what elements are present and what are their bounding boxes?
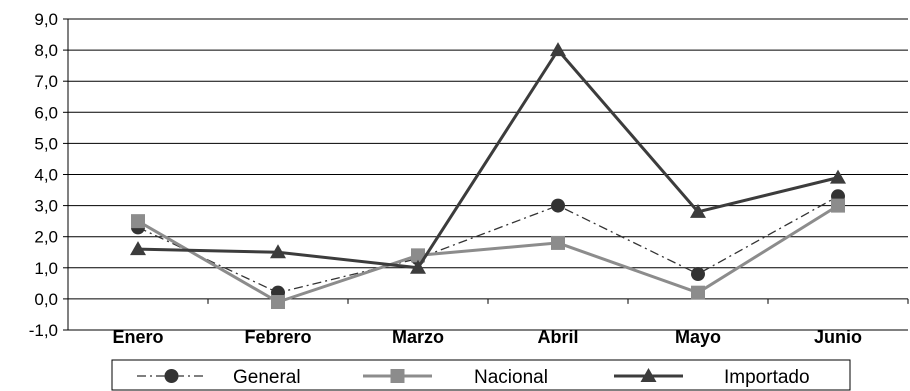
point-importado [410,259,426,274]
y-tick-label: 0,0 [34,290,58,309]
y-tick-label: 8,0 [34,41,58,60]
point-importado [830,169,846,184]
y-tick-label: 4,0 [34,166,58,185]
point-importado [130,241,146,256]
point-importado [690,203,706,218]
point-nacional [551,235,565,250]
point-nacional [271,295,285,310]
y-tick-label: -1,0 [29,321,58,340]
legend-marker-nacional [390,369,405,383]
legend-marker-importado [640,368,657,382]
legend-label-general: General [233,367,301,388]
point-general [551,198,565,213]
y-tick-label: 6,0 [34,103,58,122]
legend: General Nacional Importado [111,359,851,391]
point-nacional [691,285,705,300]
y-tick-label: 5,0 [34,134,58,153]
series-group [130,42,846,310]
point-importado [270,244,286,259]
y-tick-label: 3,0 [34,197,58,216]
point-nacional [411,248,425,263]
y-tick-label: 1,0 [34,259,58,278]
point-nacional [831,198,845,213]
x-tick-label: Mayo [675,327,721,347]
x-tick-label: Abril [537,327,578,347]
point-importado [550,42,566,57]
x-tick-label: Enero [112,327,163,347]
legend-label-nacional: Nacional [474,367,548,388]
x-tick-label: Marzo [392,327,444,347]
grid-lines [63,18,909,331]
series-line-importado [137,47,839,270]
legend-marker-general [164,369,179,383]
point-nacional [131,214,145,229]
legend-box [111,359,851,391]
x-tick-label: Febrero [244,327,311,347]
series-line-general [137,195,839,294]
y-tick-label: 7,0 [34,72,58,91]
series-line-nacional [137,204,839,304]
y-tick-label: 9,0 [34,10,58,29]
x-axis-ticks: Enero Febrero Marzo Abril Mayo Junio [112,327,862,347]
y-tick-label: 2,0 [34,228,58,247]
point-general [691,267,705,282]
legend-label-importado: Importado [724,367,810,388]
y-axis-ticks: -1,0 0,0 1,0 2,0 3,0 4,0 5,0 6,0 7,0 8,0 9,0 [29,10,58,340]
x-tick-label: Junio [814,327,862,347]
